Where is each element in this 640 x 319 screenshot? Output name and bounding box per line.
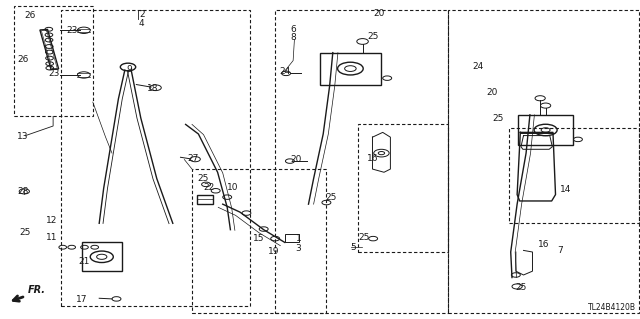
Text: 18: 18 — [147, 84, 159, 93]
Text: 25: 25 — [197, 174, 209, 182]
Bar — [358, 124, 448, 252]
Text: 25: 25 — [19, 228, 31, 237]
Text: 6: 6 — [290, 25, 296, 34]
Text: 24: 24 — [280, 67, 291, 76]
Text: 5: 5 — [351, 243, 356, 252]
Text: 23: 23 — [49, 69, 60, 78]
Text: 8: 8 — [290, 33, 296, 42]
Text: 17: 17 — [76, 295, 87, 304]
Text: 25: 25 — [493, 114, 504, 122]
Text: 22: 22 — [203, 183, 214, 192]
Text: FR.: FR. — [28, 286, 46, 295]
Text: 26: 26 — [24, 11, 36, 20]
Bar — [518, 115, 573, 145]
Text: 10: 10 — [227, 183, 239, 192]
Text: 19: 19 — [268, 247, 279, 256]
Bar — [509, 128, 639, 223]
Text: 25: 25 — [515, 283, 527, 292]
Text: 25: 25 — [325, 193, 337, 202]
Text: 23: 23 — [67, 26, 78, 35]
Text: 24: 24 — [472, 62, 484, 71]
Bar — [275, 10, 448, 313]
Text: 16: 16 — [538, 240, 549, 249]
Text: 12: 12 — [46, 216, 58, 225]
Text: 25: 25 — [358, 233, 370, 242]
Text: 3: 3 — [296, 244, 301, 253]
Text: 2: 2 — [139, 10, 145, 19]
Text: 27: 27 — [188, 154, 199, 163]
Text: 25: 25 — [367, 32, 379, 41]
Text: 15: 15 — [253, 234, 265, 243]
Text: 16: 16 — [367, 154, 379, 163]
Bar — [82, 242, 122, 271]
Bar — [14, 6, 93, 116]
Text: 9: 9 — [127, 65, 132, 74]
Text: 4: 4 — [139, 19, 145, 28]
Text: 20: 20 — [374, 9, 385, 18]
Text: 20: 20 — [290, 155, 301, 164]
Text: 7: 7 — [557, 246, 563, 255]
Text: 20: 20 — [486, 88, 498, 97]
Text: 21: 21 — [78, 257, 90, 266]
Bar — [448, 10, 639, 313]
Bar — [320, 53, 381, 85]
Text: TL24B4120B: TL24B4120B — [588, 303, 636, 312]
Bar — [192, 169, 326, 313]
Text: 13: 13 — [17, 132, 29, 141]
Bar — [285, 234, 299, 242]
Bar — [61, 10, 250, 306]
Text: 11: 11 — [46, 233, 58, 242]
Text: 28: 28 — [17, 187, 29, 196]
Text: 26: 26 — [17, 55, 29, 63]
Bar — [197, 195, 213, 204]
Text: 1: 1 — [296, 234, 301, 243]
Text: 14: 14 — [560, 185, 572, 194]
